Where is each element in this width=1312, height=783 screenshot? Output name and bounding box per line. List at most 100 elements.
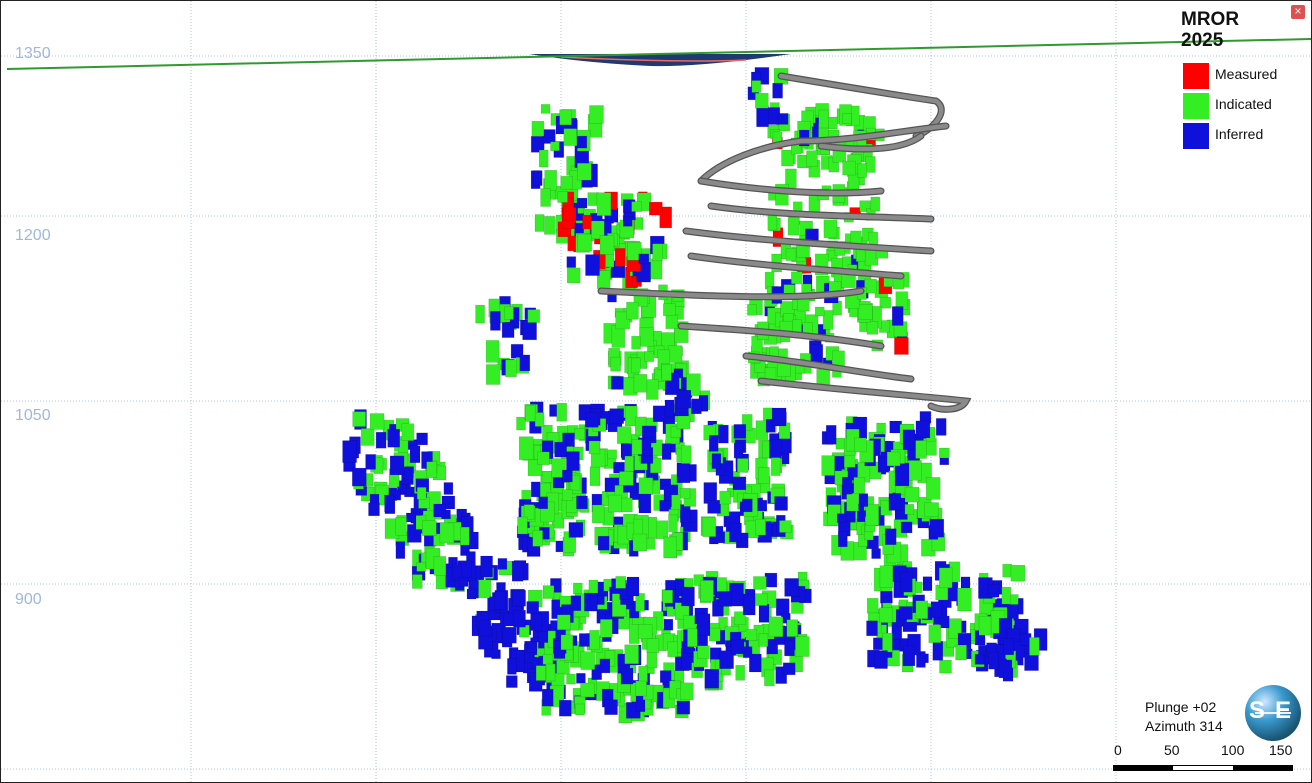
inferred-block <box>987 583 1000 598</box>
inferred-block <box>742 593 756 616</box>
indicated-block <box>518 436 534 461</box>
indicated-block <box>904 503 915 515</box>
inferred-block <box>622 216 633 227</box>
inferred-block <box>866 620 878 637</box>
indicated-block <box>631 201 642 212</box>
ramp-segment <box>698 178 884 196</box>
inferred-block <box>502 626 517 644</box>
inferred-block <box>758 603 770 623</box>
indicated-block <box>369 413 385 430</box>
measured-block <box>582 214 592 230</box>
indicated-block <box>806 150 818 167</box>
indicated-block <box>794 636 810 657</box>
scale-label-50: 50 <box>1164 742 1180 758</box>
inferred-block <box>691 398 702 415</box>
indicated-block <box>556 402 568 422</box>
indicated-block <box>648 258 663 280</box>
inferred-block <box>466 588 477 600</box>
inferred-block <box>351 467 367 487</box>
indicated-block <box>857 163 868 178</box>
inferred-block <box>774 496 788 511</box>
inferred-block <box>930 601 943 619</box>
indicated-block <box>821 455 836 476</box>
inferred-block <box>503 613 515 627</box>
inferred-block <box>884 528 897 546</box>
indicated-block <box>439 522 455 544</box>
indicated-block <box>588 440 601 455</box>
inferred-block <box>858 493 869 507</box>
indicated-block <box>566 673 576 685</box>
inferred-block <box>741 498 753 513</box>
indicated-block <box>938 567 953 589</box>
indicated-block <box>589 629 600 650</box>
indicated-block <box>665 314 679 330</box>
inferred-block <box>416 432 428 446</box>
inferred-block <box>711 453 722 469</box>
inferred-block <box>718 424 729 444</box>
inferred-block <box>409 445 421 464</box>
inferred-block <box>541 129 556 144</box>
plunge-text: Plunge +02 <box>1145 699 1217 715</box>
inferred-block <box>784 640 795 657</box>
indicated-block <box>631 335 641 350</box>
indicated-block <box>590 220 605 240</box>
azimuth-text: Azimuth 314 <box>1145 718 1223 734</box>
inferred-block <box>712 599 724 617</box>
indicated-block <box>532 530 544 547</box>
inferred-block <box>562 469 573 483</box>
inferred-block <box>935 418 947 436</box>
inferred-block <box>777 113 789 125</box>
indicated-block <box>770 457 781 476</box>
inferred-block <box>604 699 618 716</box>
inferred-block <box>584 411 599 428</box>
inferred-block <box>974 653 985 665</box>
inferred-block <box>652 405 666 423</box>
inferred-block <box>676 700 691 715</box>
inferred-block <box>526 641 538 653</box>
indicated-block <box>534 412 545 427</box>
indicated-block <box>957 587 972 612</box>
indicated-swatch <box>1183 93 1209 119</box>
indicated-block <box>649 457 662 474</box>
inferred-block <box>782 662 796 676</box>
indicated-block <box>459 526 470 546</box>
indicated-block <box>645 379 659 400</box>
inferred-block <box>729 522 742 543</box>
inferred-block <box>756 105 769 128</box>
inferred-block <box>568 522 584 538</box>
inferred-block <box>899 571 913 593</box>
inferred-block <box>638 493 652 514</box>
close-icon[interactable]: × <box>1291 5 1305 19</box>
indicated-block <box>638 477 654 496</box>
indicated-block <box>516 416 526 431</box>
inferred-block <box>626 576 640 597</box>
indicated-block <box>542 654 554 665</box>
scale-segment-2 <box>1173 765 1233 771</box>
indicated-block <box>680 445 692 464</box>
legend-item-indicated: Indicated <box>1181 89 1301 119</box>
inferred-block <box>576 495 588 510</box>
inferred-block <box>664 399 675 418</box>
inferred-block <box>730 639 745 655</box>
indicated-block <box>538 149 549 168</box>
indicated-block <box>882 632 893 653</box>
elevation-label-1050: 1050 <box>15 407 51 424</box>
inferred-block <box>513 609 526 628</box>
inferred-block <box>748 653 762 673</box>
inferred-block <box>365 454 376 470</box>
indicated-block <box>835 437 846 450</box>
compass-globe-icon[interactable]: S E <box>1245 685 1301 741</box>
indicated-block <box>879 565 894 589</box>
inferred-block <box>395 541 406 559</box>
indicated-block <box>635 680 647 697</box>
inferred-block <box>998 659 1013 679</box>
compass-s-label: S <box>1249 697 1266 724</box>
indicated-block <box>572 582 583 595</box>
inferred-block <box>718 591 732 607</box>
indicated-block <box>754 593 768 606</box>
ramp-segment <box>708 203 934 222</box>
indicated-block <box>754 92 769 109</box>
indicated-block <box>638 665 648 683</box>
